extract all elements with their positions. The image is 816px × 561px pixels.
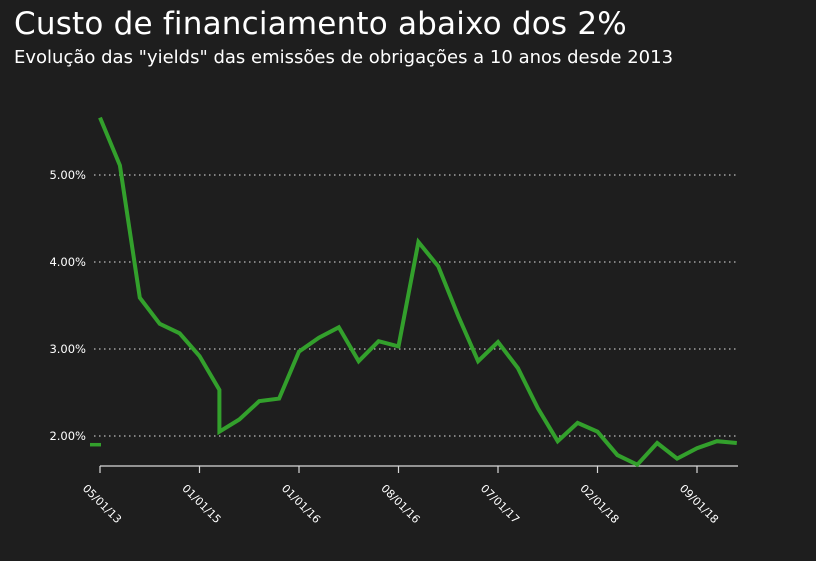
x-tick-label-0: 05/01/13 — [80, 482, 124, 526]
series-line-0 — [98, 116, 737, 468]
x-tick-label-2: 01/01/16 — [279, 482, 323, 526]
y-tick-label-3: 5.00% — [49, 168, 86, 182]
y-tick-label-0: 2.00% — [49, 429, 86, 443]
x-tick-label-6: 09/01/18 — [677, 482, 721, 526]
chart-title: Custo de financiamento abaixo dos 2% — [14, 6, 627, 42]
chart-subtitle: Evolução das "yields" das emissões de ob… — [14, 47, 674, 68]
x-tick-label-4: 07/01/17 — [478, 482, 522, 526]
y-tick-label-2: 4.00% — [49, 255, 86, 269]
x-tick-label-1: 01/01/15 — [179, 482, 223, 526]
y-tick-label-1: 3.00% — [49, 342, 86, 356]
x-tick-label-3: 08/01/16 — [378, 482, 422, 526]
x-tick-label-5: 02/01/18 — [577, 482, 621, 526]
